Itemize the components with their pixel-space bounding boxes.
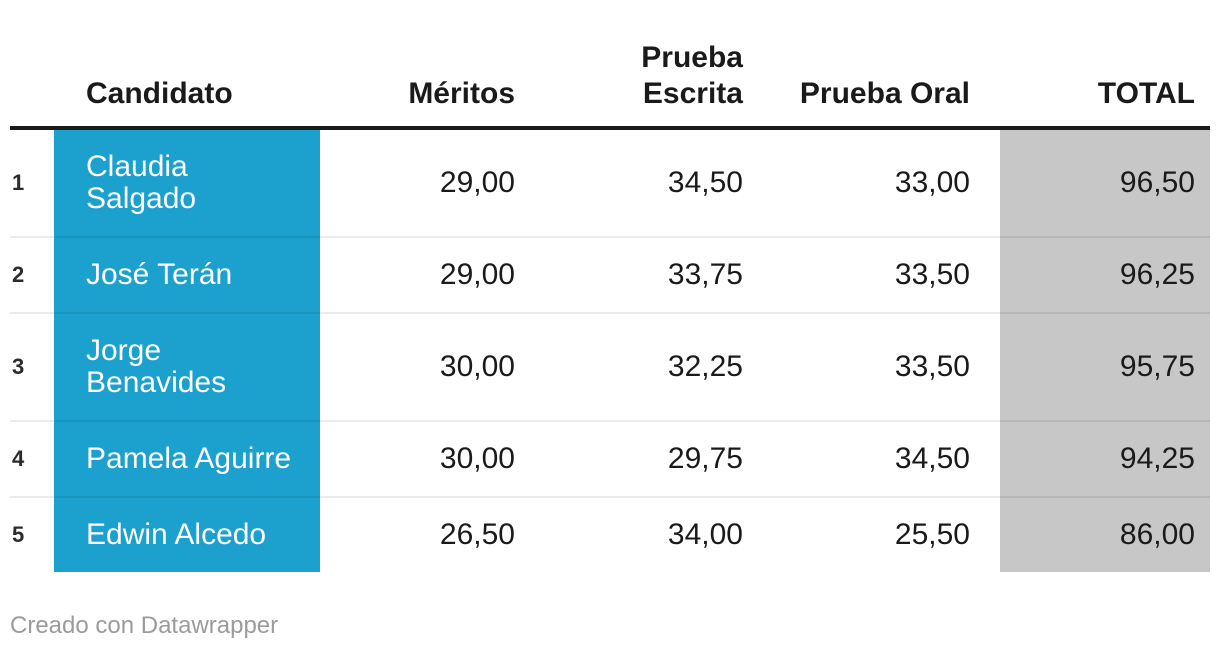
total-cell: 96,25 [1000,238,1210,314]
candidate-name-cell: Jorge Benavides [54,314,320,422]
column-header-rank [10,112,54,126]
column-header-meritos: Méritos [408,77,515,110]
prueba-oral-cell: 25,50 [894,518,970,551]
prueba-escrita-cell: 34,50 [520,130,748,238]
prueba-oral-cell: 33,50 [748,238,1000,314]
column-header-prueba-oral: Prueba Oral [799,77,970,110]
column-header-total: TOTAL [1097,77,1195,110]
table-row: 4 Pamela Aguirre 30,00 29,75 34,50 94,25 [10,422,1210,498]
table-row: 1 Claudia Salgado 29,00 34,50 33,00 96,5… [10,130,1210,238]
table-row: 5 Edwin Alcedo 26,50 34,00 25,50 86,00 [10,498,1210,572]
attribution-footer: Creado con Datawrapper [10,612,1210,640]
rank-cell: 3 [10,314,54,422]
table-row: 3 Jorge Benavides 30,00 32,25 33,50 95,7… [10,314,1210,422]
table-row: 2 José Terán 29,00 33,75 33,50 96,25 [10,238,1210,314]
total-cell: 86,00 [1000,498,1210,572]
prueba-oral-cell: 33,00 [748,130,1000,238]
column-header-candidato: Candidato [86,77,233,110]
total-cell: 96,50 [1000,130,1210,238]
rank-cell: 2 [10,238,54,314]
prueba-escrita-cell: 34,00 [667,518,743,551]
meritos-cell: 30,00 [320,422,520,498]
candidate-name-cell: José Terán [54,238,320,314]
candidate-name-cell: Pamela Aguirre [54,422,320,498]
rank-cell: 4 [10,422,54,498]
meritos-cell: 30,00 [320,314,520,422]
column-header-prueba-escrita: Prueba Escrita [641,41,743,110]
rank-cell: 1 [10,130,54,238]
meritos-cell: 29,00 [320,130,520,238]
prueba-oral-cell: 34,50 [748,422,1000,498]
rank-cell: 5 [12,522,25,547]
prueba-escrita-cell: 29,75 [520,422,748,498]
total-cell: 94,25 [1000,422,1210,498]
score-table: Candidato Méritos Prueba Escrita Prueba … [10,0,1210,572]
prueba-escrita-cell: 33,75 [520,238,748,314]
prueba-oral-cell: 33,50 [748,314,1000,422]
candidate-name-cell: Edwin Alcedo [54,498,320,572]
total-cell: 95,75 [1000,314,1210,422]
prueba-escrita-cell: 32,25 [520,314,748,422]
datawrapper-credit-link[interactable]: Creado con Datawrapper [10,612,279,639]
meritos-cell: 26,50 [439,518,515,551]
meritos-cell: 29,00 [320,238,520,314]
candidate-name-cell: Claudia Salgado [54,130,320,238]
table-header-row: Candidato Méritos Prueba Escrita Prueba … [10,0,1210,130]
